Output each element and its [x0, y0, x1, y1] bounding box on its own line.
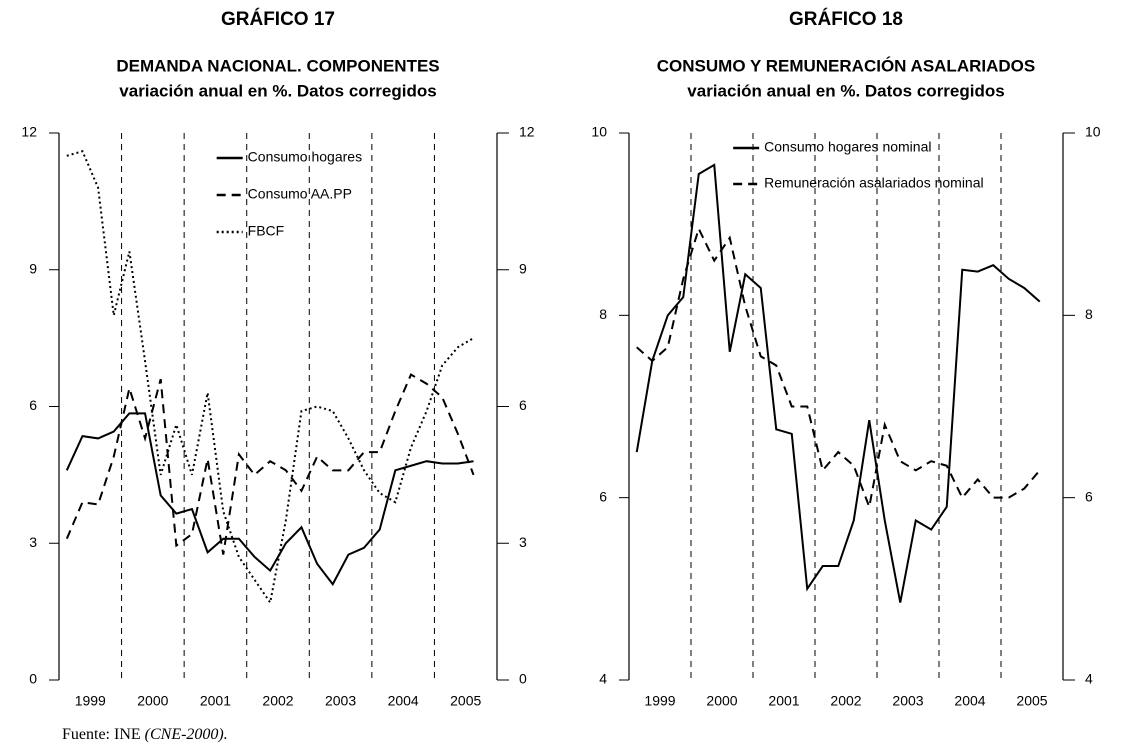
- series-line: [66, 150, 475, 606]
- x-tick-label: 2005: [450, 693, 481, 709]
- x-tick-label: 2001: [768, 693, 799, 709]
- x-tick-label: 2000: [137, 693, 168, 709]
- chart-title: GRÁFICO 17: [221, 8, 335, 30]
- y-tick-label: 6: [29, 397, 37, 413]
- y2-tick-label: 12: [519, 124, 535, 140]
- x-tick-label: 2001: [200, 693, 231, 709]
- legend-label: Consumo hogares: [248, 149, 362, 165]
- x-tick-label: 2002: [830, 693, 861, 709]
- y-tick-label: 4: [599, 671, 607, 687]
- y-tick-label: 8: [599, 306, 607, 322]
- y-tick-label: 6: [599, 488, 607, 504]
- y2-tick-label: 6: [519, 397, 527, 413]
- chart-title: GRÁFICO 18: [789, 8, 903, 30]
- chart-subtitle: variación anual en %. Datos corregidos: [687, 81, 1004, 100]
- y-tick-label: 10: [591, 124, 607, 140]
- x-tick-label: 2003: [325, 693, 356, 709]
- y2-tick-label: 8: [1085, 306, 1093, 322]
- y2-tick-label: 0: [519, 671, 527, 687]
- series-line: [636, 226, 1041, 511]
- y2-tick-label: 4: [1085, 671, 1093, 687]
- y-tick-label: 0: [29, 671, 37, 687]
- x-tick-label: 2004: [954, 693, 985, 709]
- y2-tick-label: 6: [1085, 488, 1093, 504]
- y-tick-label: 12: [21, 124, 37, 140]
- source-detail: (CNE-2000).: [145, 726, 228, 743]
- x-tick-label: 2000: [706, 693, 737, 709]
- y2-tick-label: 10: [1085, 124, 1101, 140]
- legend-label: Remuneración asalariados nominal: [764, 175, 983, 191]
- chart-subtitle: variación anual en %. Datos corregidos: [119, 81, 436, 100]
- x-tick-label: 1999: [644, 693, 675, 709]
- legend-label: Consumo hogares nominal: [764, 139, 931, 155]
- x-tick-label: 1999: [75, 693, 106, 709]
- x-tick-label: 2003: [892, 693, 923, 709]
- y2-tick-label: 3: [519, 534, 527, 550]
- series-line: [65, 412, 474, 587]
- legend-label: Consumo AA.PP: [248, 186, 352, 202]
- y-tick-label: 9: [29, 260, 37, 276]
- source-text: Fuente: INE: [62, 726, 141, 743]
- chart-subtitle: DEMANDA NACIONAL. COMPONENTES: [116, 56, 439, 75]
- x-tick-label: 2002: [262, 693, 293, 709]
- y-tick-label: 3: [29, 534, 37, 550]
- x-tick-label: 2005: [1016, 693, 1047, 709]
- series-line: [635, 163, 1041, 603]
- legend-label: FBCF: [248, 223, 285, 239]
- source: Fuente: INE (CNE-2000).: [62, 726, 228, 743]
- x-tick-label: 2004: [388, 693, 419, 709]
- series-line: [65, 373, 475, 555]
- y2-tick-label: 9: [519, 260, 527, 276]
- chart-subtitle: CONSUMO Y REMUNERACIÓN ASALARIADOS: [657, 56, 1035, 75]
